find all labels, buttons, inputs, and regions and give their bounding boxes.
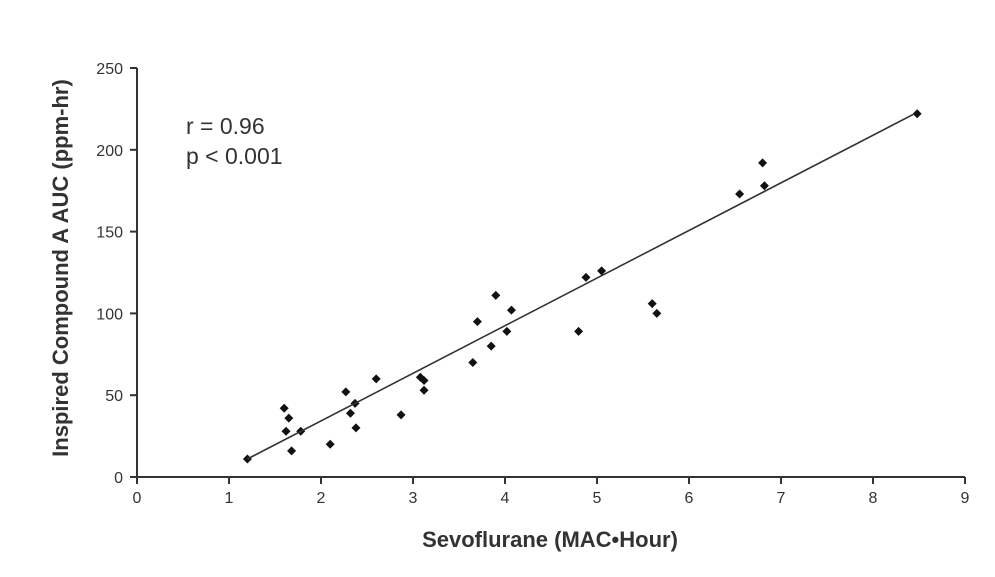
data-point: [574, 326, 584, 336]
data-point: [652, 308, 662, 318]
data-point: [287, 446, 297, 456]
x-tick-label: 9: [961, 490, 970, 507]
y-tick-label: 150: [96, 225, 123, 242]
data-point: [341, 387, 351, 397]
y-tick-label: 100: [96, 306, 123, 323]
data-point: [758, 158, 768, 168]
x-tick-label: 0: [133, 490, 142, 507]
data-point: [345, 408, 355, 418]
x-tick-label: 7: [777, 490, 786, 507]
y-tick-label: 200: [96, 143, 123, 160]
data-point: [281, 426, 291, 436]
x-tick-label: 4: [501, 490, 510, 507]
y-tick-label: 50: [105, 388, 123, 405]
data-point: [396, 410, 406, 420]
data-point: [759, 181, 769, 191]
x-tick-label: 1: [225, 490, 234, 507]
x-tick-label: 3: [409, 490, 418, 507]
data-point: [486, 341, 496, 351]
y-tick-label: 0: [114, 470, 123, 487]
data-point: [647, 299, 657, 309]
data-point: [371, 374, 381, 384]
data-point: [325, 439, 335, 449]
data-points: [242, 109, 922, 464]
data-point: [502, 326, 512, 336]
data-point: [581, 272, 591, 282]
annotation-p: p < 0.001: [186, 143, 283, 169]
regression-line: [247, 113, 915, 460]
x-ticks: 0 1 2 3 4 5 6 7 8 9: [133, 477, 970, 507]
x-tick-label: 2: [317, 490, 326, 507]
y-ticks: 0 50 100 150 200 250: [96, 61, 137, 487]
data-point: [279, 403, 289, 413]
y-tick-label: 250: [96, 61, 123, 78]
y-axis-title: Inspired Compound A AUC (ppm-hr): [48, 79, 73, 457]
data-point: [468, 357, 478, 367]
axes: [136, 68, 965, 478]
data-point: [597, 266, 607, 276]
x-axis-title: Sevoflurane (MAC•Hour): [422, 527, 678, 552]
data-point: [491, 290, 501, 300]
data-point: [912, 109, 922, 119]
data-point: [506, 305, 516, 315]
data-point: [472, 317, 482, 327]
x-tick-label: 6: [685, 490, 694, 507]
data-point: [419, 385, 429, 395]
data-point: [351, 423, 361, 433]
data-point: [419, 375, 429, 385]
x-tick-label: 8: [869, 490, 878, 507]
annotation-r: r = 0.96: [186, 113, 265, 139]
data-point: [284, 413, 294, 423]
x-tick-label: 5: [593, 490, 602, 507]
data-point: [735, 189, 745, 199]
